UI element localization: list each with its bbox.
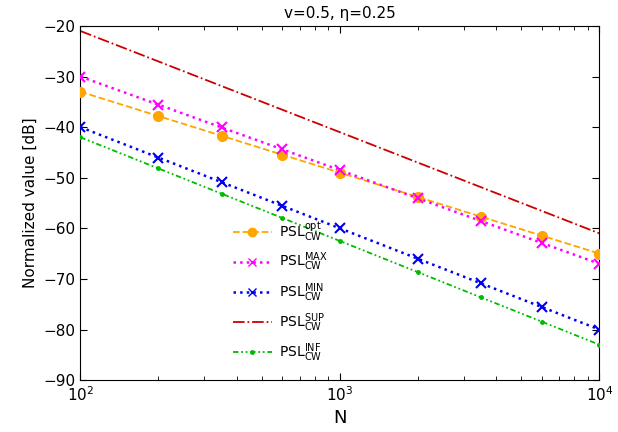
Title: v=0.5, η=0.25: v=0.5, η=0.25 [284,6,396,21]
Legend: $\mathregular{PSL}_{\mathregular{CW}}^{\mathregular{opt}}$, $\mathregular{PSL}_{: $\mathregular{PSL}_{\mathregular{CW}}^{\… [227,215,333,370]
X-axis label: N: N [333,409,347,427]
Y-axis label: Normalized value [dB]: Normalized value [dB] [23,118,38,288]
